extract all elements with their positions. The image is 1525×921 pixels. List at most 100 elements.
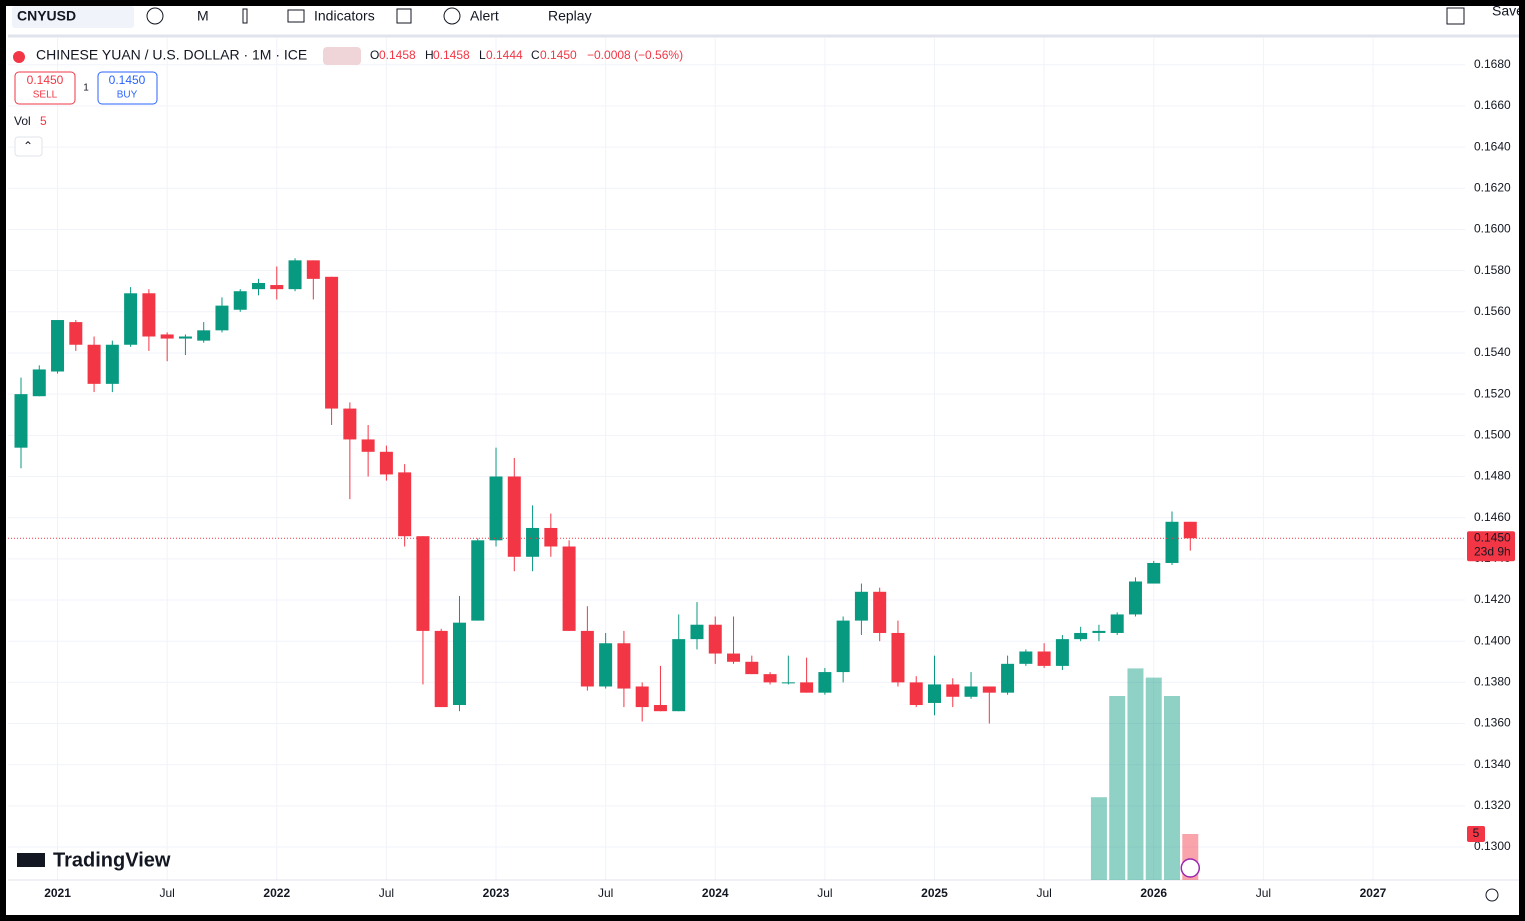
candle-body — [1110, 614, 1124, 633]
x-tick-label: Jul — [598, 886, 613, 900]
candle-body — [1055, 639, 1069, 666]
open-label: O — [370, 48, 379, 62]
candle-body — [781, 682, 795, 684]
candle-body — [160, 334, 174, 339]
y-tick-label: 0.1500 — [1474, 427, 1511, 441]
candle-body — [964, 686, 978, 697]
candle-body — [763, 674, 777, 683]
alert-icon[interactable] — [443, 7, 461, 25]
buy-button[interactable] — [97, 71, 158, 105]
volume-bar — [1109, 696, 1126, 880]
symbol-box[interactable] — [12, 6, 134, 28]
candle-body — [928, 684, 941, 703]
buy-label[interactable]: BUY — [117, 90, 138, 101]
close-label: C — [531, 48, 540, 62]
collapse-button[interactable] — [14, 136, 43, 157]
candle-body — [672, 639, 686, 712]
high-label: H — [425, 48, 434, 62]
candle-body — [325, 276, 339, 409]
chart-type-icon[interactable] — [242, 8, 248, 24]
candle-body — [398, 472, 412, 537]
close-value: 0.1450 — [540, 48, 577, 62]
y-tick-label: 0.1640 — [1474, 139, 1511, 153]
indicators[interactable]: Indicators — [314, 8, 375, 24]
candle-body — [745, 661, 759, 675]
candle-body — [891, 632, 905, 683]
candle-body — [32, 369, 46, 397]
candle-body — [854, 591, 868, 621]
y-tick-label: 0.1580 — [1474, 263, 1511, 277]
flag-icon — [13, 51, 25, 63]
symbol[interactable]: CNYUSD — [17, 8, 76, 24]
candle-body — [1165, 521, 1179, 563]
price-axis — [1465, 38, 1520, 880]
price-tag — [1467, 531, 1515, 562]
chart-title: CHINESE YUAN / U.S. DOLLAR · 1M · ICE — [36, 47, 307, 63]
settings-icon — [1485, 888, 1499, 902]
logo-mark — [17, 853, 45, 867]
add-icon[interactable] — [146, 7, 164, 25]
price-tag-value: 0.1450 — [1474, 530, 1511, 544]
y-tick-label: 0.1680 — [1474, 57, 1511, 71]
candle-body — [599, 643, 613, 687]
alert[interactable]: Alert — [470, 8, 499, 24]
status-badge — [323, 47, 361, 65]
candle-body — [14, 394, 28, 448]
candle-body — [215, 305, 229, 331]
x-tick-label: 2022 — [263, 886, 290, 900]
collapse-icon[interactable]: ⌃ — [23, 139, 33, 153]
candle-body — [982, 686, 996, 693]
x-tick-label: 2025 — [921, 886, 948, 900]
interval[interactable]: M — [197, 8, 209, 24]
candle-body — [105, 344, 119, 384]
candle-body — [142, 293, 156, 337]
save[interactable]: Save — [1492, 3, 1524, 19]
candle-body — [544, 527, 558, 547]
candle-body — [233, 291, 247, 310]
x-tick-label: 2021 — [44, 886, 71, 900]
y-tick-label: 0.1560 — [1474, 304, 1511, 318]
y-tick-label: 0.1360 — [1474, 716, 1511, 730]
legend: CHINESE YUAN / U.S. DOLLAR · 1M · ICE O … — [13, 47, 683, 157]
candle-body — [836, 620, 850, 673]
y-tick-label: 0.1340 — [1474, 757, 1511, 771]
y-tick-label: 0.1660 — [1474, 98, 1511, 112]
candle-body — [1128, 581, 1142, 615]
y-tick-label: 0.1620 — [1474, 180, 1511, 194]
event-marker — [1180, 858, 1201, 878]
buy-price[interactable]: 0.1450 — [109, 73, 146, 87]
layout-icon[interactable] — [396, 8, 412, 24]
y-tick-label: 0.1320 — [1474, 798, 1511, 812]
replay[interactable]: Replay — [548, 8, 592, 24]
candle-body — [1019, 651, 1033, 664]
y-tick-label: 0.1380 — [1474, 675, 1511, 689]
sell-button[interactable] — [14, 71, 76, 105]
candle-body — [489, 476, 503, 541]
candle-body — [452, 622, 466, 706]
candle-body — [124, 293, 138, 345]
candle-body — [562, 546, 576, 631]
volume-bar — [1090, 797, 1107, 880]
candle-body — [416, 536, 430, 631]
candle-body — [379, 451, 393, 475]
sell-label[interactable]: SELL — [33, 90, 58, 101]
candle-body — [946, 684, 960, 697]
low-value: 0.1444 — [486, 48, 523, 62]
volume-bar — [1164, 696, 1181, 880]
x-tick-label: Jul — [1036, 886, 1051, 900]
candle-body — [580, 630, 594, 687]
y-tick-label: 0.1420 — [1474, 592, 1511, 606]
candle-body — [178, 336, 192, 339]
candle-body — [434, 630, 448, 708]
indicators-icon[interactable] — [287, 9, 305, 23]
candle-body — [252, 282, 266, 290]
y-tick-label: 0.1600 — [1474, 222, 1511, 236]
candle-body — [1001, 663, 1015, 693]
volume-tag — [1467, 826, 1485, 842]
y-tick-label: 0.1300 — [1474, 839, 1511, 853]
sell-price[interactable]: 0.1450 — [27, 73, 64, 87]
fullscreen-icon[interactable] — [1446, 7, 1465, 25]
high-value: 0.1458 — [433, 48, 470, 62]
